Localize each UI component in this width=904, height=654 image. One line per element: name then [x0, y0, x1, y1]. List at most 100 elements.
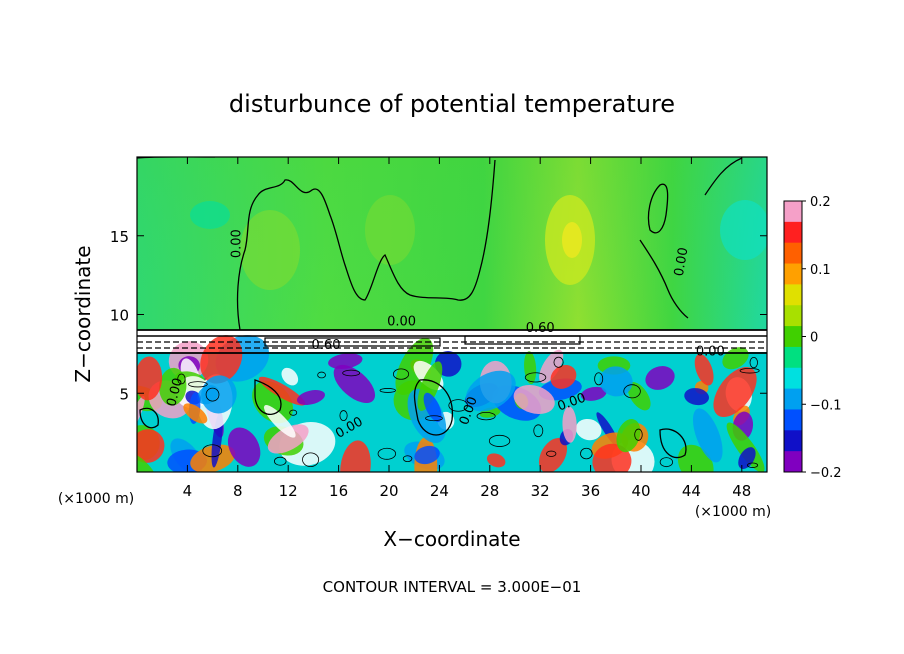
turbulence-blob [340, 440, 371, 472]
contour-label: 0.00 [164, 376, 186, 408]
turbulence-blob [627, 382, 651, 411]
turbulence-blob [258, 376, 306, 406]
turbulence-contour [289, 409, 298, 416]
turbulence-blob [592, 443, 632, 472]
turbulence-contour [533, 424, 544, 438]
turbulence-blob [692, 408, 723, 463]
colorbar-swatch [784, 263, 802, 285]
turbulence-contour [553, 356, 564, 368]
turbulence-contour [623, 384, 641, 399]
colorbar-swatch [784, 242, 802, 265]
colorbar-swatch [784, 201, 802, 223]
contour-line [647, 183, 669, 234]
warm-patch-core [562, 222, 582, 258]
turbulence-blob [486, 453, 506, 468]
y-axis-ticks: 5 10 15 [110, 228, 767, 403]
turbulence-blob [616, 419, 641, 453]
turbulence-blob [465, 370, 516, 412]
x-tick-label: 8 [233, 482, 243, 500]
cool-patch [720, 200, 767, 260]
x-tick-label: 32 [531, 482, 550, 500]
heatmap-field: 0.000.00 0.600.000.60 0.000.000.000.00 0.00 [137, 157, 767, 472]
contour-label: 0.00 [696, 344, 725, 359]
turbulence-contour [177, 373, 186, 385]
warm-patch [240, 210, 300, 290]
turbulence-contour [524, 372, 547, 383]
colorbar-swatch [784, 284, 802, 306]
turbulence-blob [263, 405, 296, 438]
contour-line [639, 239, 689, 319]
turbulence-blob [296, 389, 325, 406]
turbulence-blob [281, 367, 299, 386]
turbulence-blob [159, 367, 187, 406]
turbulence-contour [448, 399, 469, 412]
turbulence-contour [594, 372, 604, 386]
contour-line [139, 407, 159, 429]
turbulence-contour [377, 447, 397, 460]
x-tick-label: 40 [631, 482, 650, 500]
turbulence-contour [580, 447, 593, 460]
turbulence-contour [402, 455, 413, 462]
turbulence-contour [392, 368, 410, 380]
turbulence-blob [550, 364, 577, 389]
x-tick-label: 12 [279, 482, 298, 500]
y-tick-label: 10 [110, 307, 129, 325]
turbulence-blob [227, 427, 261, 467]
colorbar-swatch [784, 367, 802, 390]
turbulence-blob [580, 386, 607, 401]
colorbar-swatch [784, 430, 802, 452]
x-tick-label: 28 [480, 482, 499, 500]
turbulence-contour [339, 410, 348, 422]
colorbar-tick-label: −0.1 [810, 398, 842, 413]
turbulence-contour [317, 371, 326, 379]
turbulence-blob [726, 422, 765, 472]
turbulence-blob [414, 445, 440, 465]
turbulence-blob [267, 424, 309, 454]
contour-line [413, 379, 454, 436]
x-unit-left: (×1000 m) [58, 491, 134, 507]
turbulence-contour [425, 415, 443, 422]
turbulence-blob [539, 349, 564, 384]
turbulence-blob [513, 384, 555, 415]
contour-line [236, 159, 496, 331]
colorbar-tick-label: 0.1 [810, 263, 831, 278]
turbulence-blob [677, 444, 714, 472]
x-tick-label: 48 [732, 482, 751, 500]
colorbar-swatch [784, 221, 802, 244]
turbulence-contour [188, 381, 208, 388]
contour-label: 0.00 [229, 229, 244, 258]
colorbar: 0.2 0.1 0 −0.1 −0.2 [783, 195, 842, 481]
colorbar-tick-label: 0.2 [810, 195, 831, 210]
x-tick-label: 16 [329, 482, 348, 500]
x-tick-label: 24 [430, 482, 449, 500]
colorbar-swatch [784, 409, 802, 431]
turbulence-contour [739, 367, 760, 374]
colorbar-swatch [784, 326, 802, 348]
x-tick-label: 20 [379, 482, 398, 500]
contour-line [464, 335, 581, 345]
turbulence-blob [328, 353, 363, 369]
turbulence-blob [713, 366, 757, 418]
x-axis-ticks: 4 8 12 16 20 24 28 32 36 40 44 48 [183, 157, 751, 500]
turbulence-blob [183, 403, 208, 424]
turbulence-contour [302, 452, 320, 467]
turbulence-contour [205, 387, 220, 402]
colorbar-tick-label: −0.2 [810, 466, 842, 481]
y-tick-label: 15 [110, 228, 129, 246]
turbulence-contour [342, 369, 361, 377]
turbulence-contour [659, 457, 674, 468]
contour-line [254, 379, 282, 415]
turbulence-blob [575, 418, 602, 441]
contour-line [264, 337, 441, 347]
y-tick-label: 5 [119, 385, 129, 403]
turbulence-blob [524, 351, 537, 385]
x-tick-label: 44 [682, 482, 701, 500]
turbulence-contour [634, 428, 643, 441]
turbulence-blob [684, 388, 709, 406]
turbulence-blob [137, 356, 163, 401]
turbulence-contour [476, 411, 496, 421]
x-tick-label: 4 [183, 482, 193, 500]
x-tick-label: 36 [581, 482, 600, 500]
turbulence-blob [645, 366, 675, 390]
